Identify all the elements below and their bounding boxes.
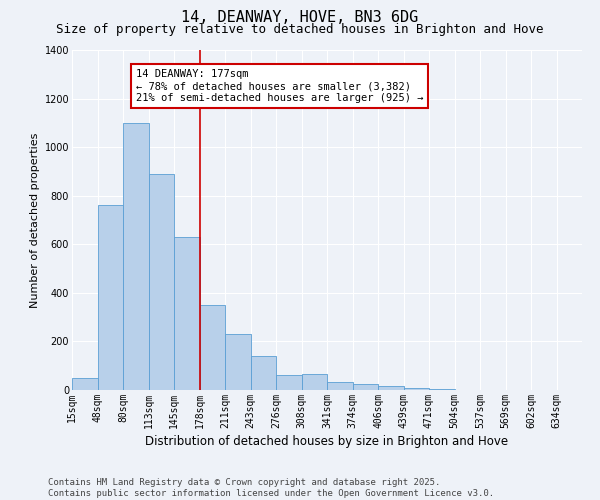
Bar [404,388,429,390]
Bar [327,382,353,390]
Bar [353,384,378,390]
Bar [302,374,327,390]
Text: 14 DEANWAY: 177sqm
← 78% of detached houses are smaller (3,382)
21% of semi-deta: 14 DEANWAY: 177sqm ← 78% of detached hou… [136,70,423,102]
Text: 14, DEANWAY, HOVE, BN3 6DG: 14, DEANWAY, HOVE, BN3 6DG [181,10,419,25]
Bar [97,206,123,390]
Bar [251,356,276,390]
Y-axis label: Number of detached properties: Number of detached properties [31,132,40,308]
Bar [276,376,302,390]
Bar [199,305,225,390]
Bar [225,334,251,390]
X-axis label: Distribution of detached houses by size in Brighton and Hove: Distribution of detached houses by size … [145,435,509,448]
Bar [378,386,404,390]
Text: Size of property relative to detached houses in Brighton and Hove: Size of property relative to detached ho… [56,22,544,36]
Bar [72,378,97,390]
Bar [149,174,174,390]
Bar [174,237,199,390]
Text: Contains HM Land Registry data © Crown copyright and database right 2025.
Contai: Contains HM Land Registry data © Crown c… [48,478,494,498]
Bar [123,123,149,390]
